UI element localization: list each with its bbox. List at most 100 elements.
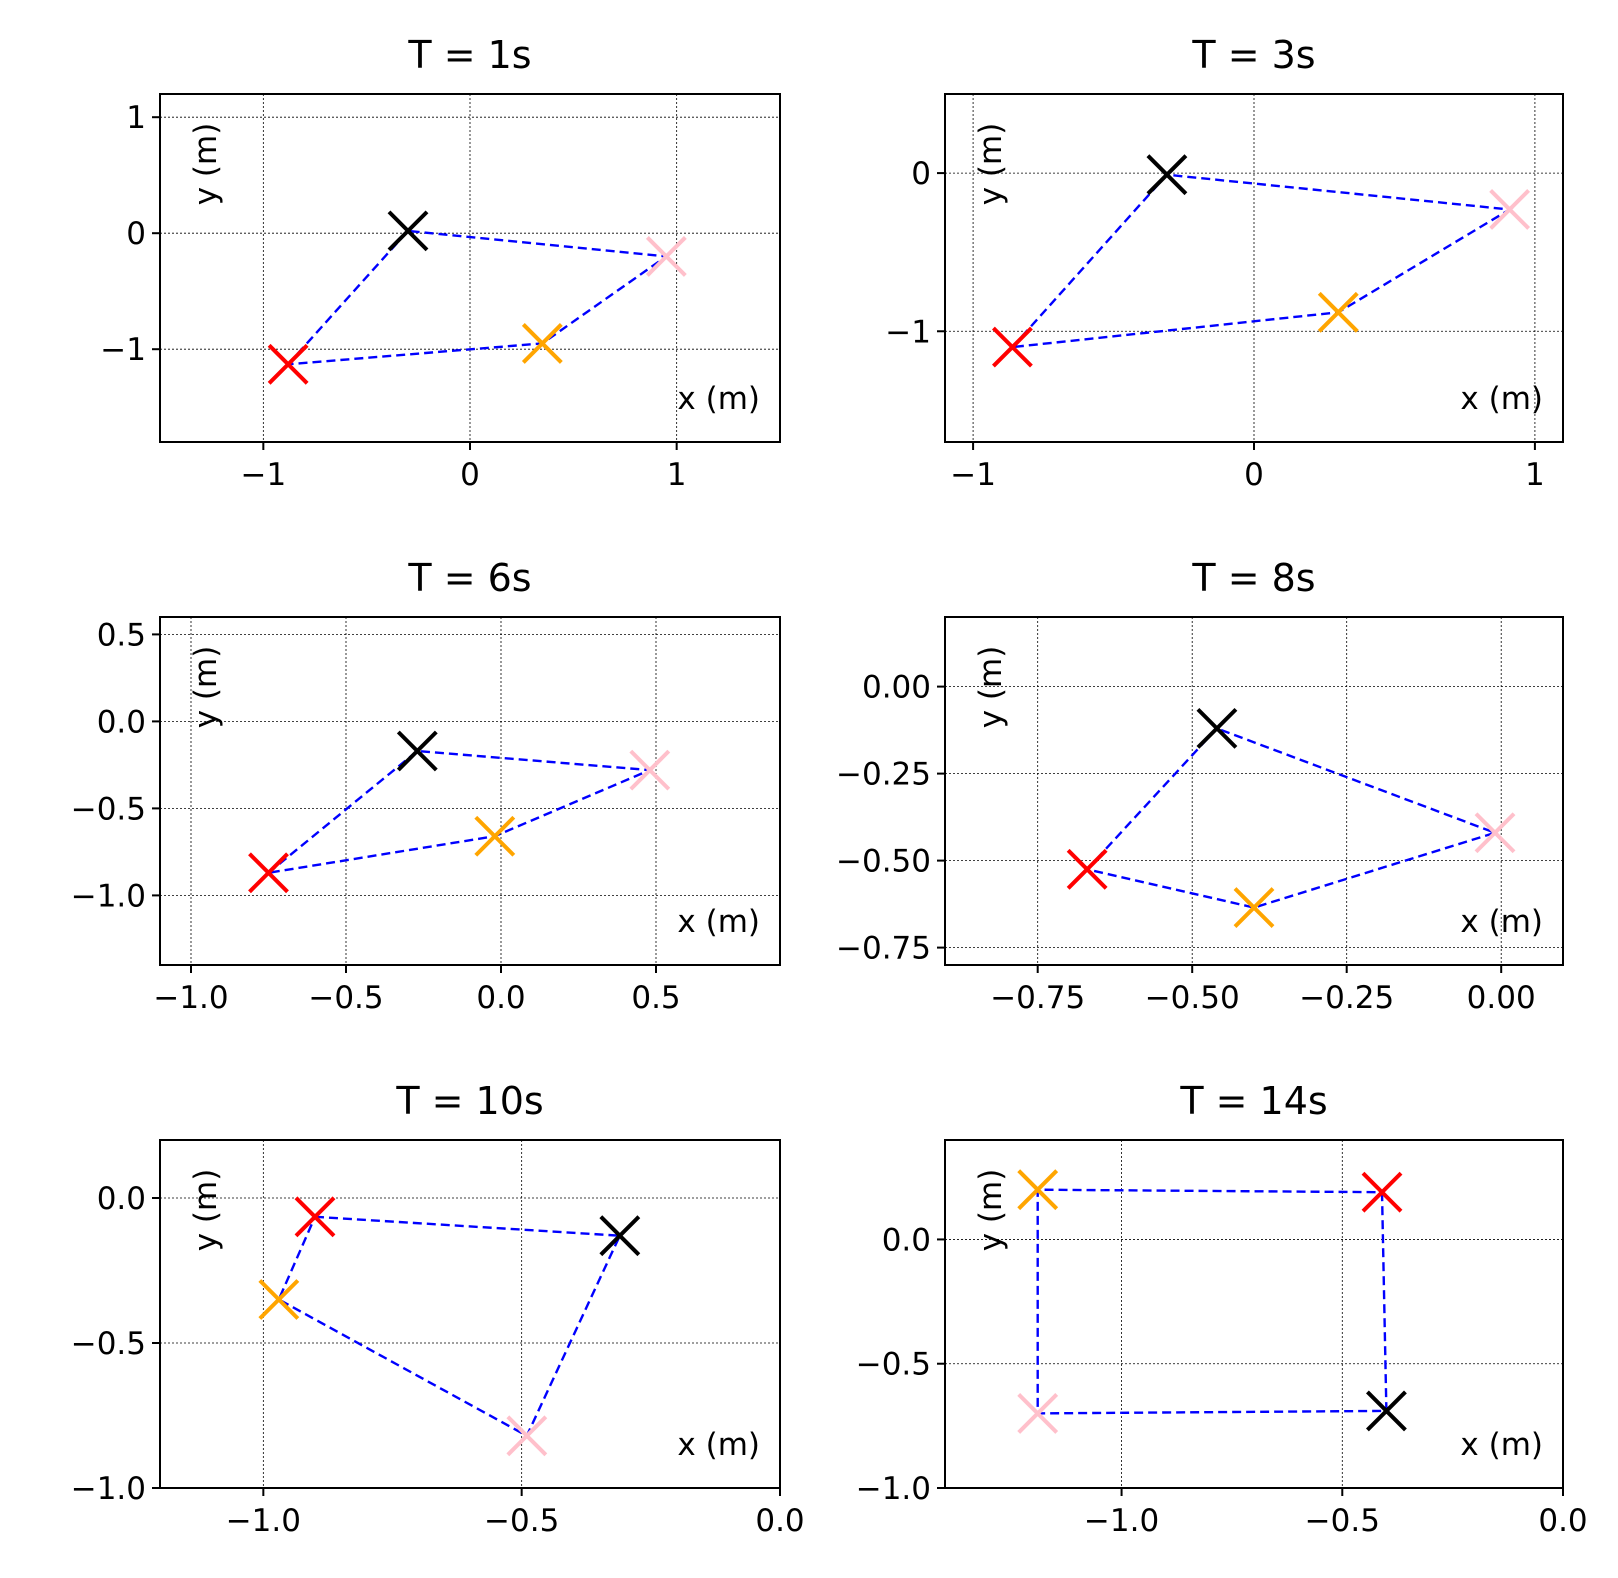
marker-black <box>387 210 429 252</box>
y-axis-label: y (m) <box>973 123 1009 206</box>
connecting-path <box>267 749 651 874</box>
marker-red <box>267 343 309 385</box>
x-axis-label: x (m) <box>677 904 760 940</box>
marker-pink-stroke-b <box>645 235 687 277</box>
marker-orange <box>1017 1169 1059 1211</box>
x-tick-label: −1.0 <box>153 980 228 1016</box>
x-axis-label: x (m) <box>1460 1427 1543 1463</box>
marker-black-stroke-b <box>387 210 429 252</box>
y-axis-label: y (m) <box>188 1169 224 1252</box>
axes-frame <box>159 616 781 966</box>
grid <box>160 617 780 965</box>
subplot-title: T = 3s <box>1191 33 1315 77</box>
y-tick-label: −1 <box>885 314 931 350</box>
subplot-5: −1.0 −0.5 0.0 0.0 −0.5 −1.0 T = 10s x (m) y (m) <box>71 1079 805 1539</box>
subplot-title: T = 10s <box>395 1079 543 1123</box>
connecting-path <box>277 1215 622 1438</box>
x-tick-label: 1 <box>667 457 687 493</box>
marker-red-stroke-b <box>1066 848 1108 890</box>
y-tick-label: 1 <box>126 100 146 136</box>
marker-red-stroke-b <box>294 1196 336 1238</box>
y-tick-label: 0.00 <box>862 670 931 706</box>
subplot-title: T = 14s <box>1179 1079 1327 1123</box>
marker-black-stroke-b <box>1366 1390 1407 1432</box>
subplot-title: T = 1s <box>407 33 531 77</box>
marker-pink <box>1017 1393 1059 1434</box>
y-tick-label: 0.0 <box>882 1222 931 1258</box>
marker-black <box>1146 154 1188 196</box>
y-tick-label: 0 <box>126 216 146 252</box>
marker-pink <box>506 1415 548 1457</box>
marker-orange-stroke-b <box>1017 1169 1059 1211</box>
marker-orange-stroke-b <box>474 815 516 857</box>
marker-black <box>396 730 438 772</box>
marker-red <box>1361 1171 1403 1213</box>
grid <box>945 94 1563 442</box>
marker-pink-stroke-b <box>1489 189 1531 230</box>
x-tick-label: 0.0 <box>1538 1503 1587 1539</box>
x-axis-label: x (m) <box>677 1427 760 1463</box>
marker-black-stroke-b <box>1196 707 1238 749</box>
x-tick-label: 0.00 <box>1467 980 1536 1016</box>
connecting-path <box>1036 1188 1388 1415</box>
marker-red-stroke-b <box>1361 1171 1403 1213</box>
y-tick-label: −0.75 <box>836 931 931 967</box>
marker-orange <box>258 1279 300 1320</box>
marker-black-stroke-b <box>599 1215 641 1257</box>
marker-orange <box>521 322 563 364</box>
y-axis-label: y (m) <box>188 646 224 729</box>
marker-black <box>1366 1390 1407 1432</box>
marker-black-stroke-b <box>1146 154 1188 196</box>
y-tick-label: 0.0 <box>97 704 146 740</box>
y-axis-label: y (m) <box>973 1169 1009 1252</box>
y-tick-label: 0 <box>911 156 931 192</box>
x-tick-label: 0 <box>1244 457 1264 493</box>
subplot-1: −1 0 1 −1 0 1 T = 1s x (m) y (m) <box>100 33 781 493</box>
marker-pink <box>1474 812 1516 854</box>
subplot-2: −1 0 1 −1 0 T = 3s x (m) y (m) <box>885 33 1564 493</box>
grid <box>945 617 1563 965</box>
y-tick-label: −1.0 <box>71 1471 146 1507</box>
y-axis-label: y (m) <box>973 646 1009 729</box>
subplot-title: T = 8s <box>1191 556 1315 600</box>
x-tick-label: −1.0 <box>1084 1503 1159 1539</box>
connecting-path <box>287 229 670 366</box>
y-tick-label: −0.25 <box>836 757 931 793</box>
marker-pink-stroke-b <box>1474 812 1516 854</box>
marker-pink <box>1489 189 1531 230</box>
marker-red <box>992 326 1033 368</box>
x-tick-label: 0.5 <box>631 980 680 1016</box>
marker-orange <box>1233 887 1275 928</box>
y-tick-label: −0.5 <box>71 1326 146 1362</box>
marker-orange-stroke-b <box>521 322 563 364</box>
x-tick-label: −0.5 <box>308 980 383 1016</box>
y-axis-label: y (m) <box>188 123 224 206</box>
connecting-path <box>1011 173 1514 349</box>
x-axis-label: x (m) <box>1460 904 1543 940</box>
y-tick-label: −1 <box>100 332 146 368</box>
y-tick-label: −1.0 <box>71 878 146 914</box>
subplot-3: −1.0 −0.5 0.0 0.5 0.5 0.0 −0.5 −1.0 T = 6s x (m) y… <box>71 556 781 1016</box>
y-tick-label: 0.0 <box>97 1181 146 1217</box>
marker-black <box>1196 707 1238 749</box>
marker-orange-stroke-b <box>258 1279 300 1320</box>
x-tick-label: 0.0 <box>755 1503 804 1539</box>
marker-black <box>599 1215 641 1257</box>
x-tick-label: −1.0 <box>226 1503 301 1539</box>
y-tick-label: −0.5 <box>856 1347 931 1383</box>
subplot-6: −1.0 −0.5 0.0 0.0 −0.5 −1.0 T = 14s x (m) y (m) <box>856 1079 1588 1539</box>
x-tick-label: 0.0 <box>476 980 525 1016</box>
marker-pink-stroke-b <box>506 1415 548 1457</box>
subplot-title: T = 6s <box>407 556 531 600</box>
y-tick-label: −0.50 <box>836 844 931 880</box>
x-axis-label: x (m) <box>677 381 760 417</box>
marker-orange-stroke-b <box>1233 887 1275 928</box>
x-axis-label: x (m) <box>1460 381 1543 417</box>
y-tick-label: −1.0 <box>856 1471 931 1507</box>
marker-red <box>248 852 289 894</box>
marker-pink-stroke-b <box>629 749 671 791</box>
subplot-4: −0.75 −0.50 −0.25 0.00 0.00 −0.25 −0.50 −0.75 T … <box>836 556 1564 1016</box>
marker-pink <box>629 749 671 791</box>
marker-red-stroke-b <box>267 343 309 385</box>
